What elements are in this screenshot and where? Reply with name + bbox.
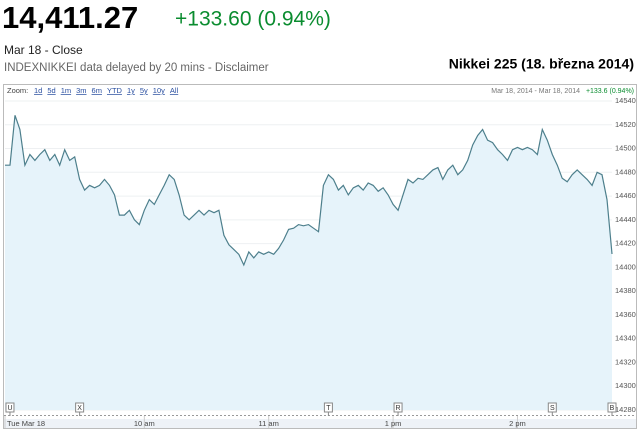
zoom-option[interactable]: 1y	[127, 86, 135, 95]
flag-box[interactable]	[607, 402, 617, 413]
flag-box[interactable]	[323, 402, 333, 413]
note: INDEXNIKKEI data delayed by 20 mins - Di…	[4, 62, 269, 74]
x-tick-label: Tue Mar 18	[7, 419, 45, 428]
x-tick-label: 11 am	[259, 419, 279, 428]
zoom-option[interactable]: 5d	[47, 86, 55, 95]
y-tick-label: 14300	[615, 381, 636, 390]
x-tick-label: 10 am	[134, 419, 155, 428]
y-tick-label: 14360	[615, 310, 636, 319]
flag-label: S	[550, 405, 555, 412]
y-tick-label: 14340	[615, 334, 636, 343]
x-tick-label: 2 pm	[509, 419, 526, 428]
zoom-option[interactable]: YTD	[107, 86, 123, 95]
y-tick-label: 14280	[615, 405, 636, 414]
area	[5, 115, 612, 411]
chart-title: Nikkei 225 (18. března 2014)	[449, 56, 634, 72]
flag-label: X	[77, 405, 82, 412]
flag-box[interactable]	[547, 402, 557, 413]
range-change: +133.6 (0.94%)	[586, 88, 634, 95]
y-tick-label: 14500	[615, 144, 636, 153]
range: Mar 18, 2014 - Mar 18, 2014	[491, 88, 580, 95]
zoom-option[interactable]: 1m	[61, 86, 71, 95]
line	[5, 115, 613, 267]
flag-box[interactable]	[75, 402, 85, 413]
zoom-label: Zoom:	[7, 86, 28, 95]
y-tick-label: 14320	[615, 357, 636, 366]
zoom-option[interactable]: 10y	[153, 86, 165, 95]
x-tick-label: 1 pm	[385, 419, 402, 428]
zoom-option[interactable]: 3m	[76, 86, 86, 95]
y-tick-label: 14400	[615, 262, 636, 271]
flag-label: B	[610, 405, 615, 412]
zoom-option[interactable]: 1d	[34, 86, 42, 95]
y-tick-label: 14440	[615, 215, 636, 224]
chart-frame	[3, 84, 637, 429]
y-tick-label: 14540	[615, 96, 636, 105]
flag-label: U	[7, 405, 12, 412]
zoom-option[interactable]: All	[170, 86, 179, 95]
date: Mar 18 - Close	[4, 43, 83, 57]
y-tick-label: 14460	[615, 191, 636, 200]
zoom-option[interactable]: 5y	[140, 86, 148, 95]
y-tick-label: 14380	[615, 286, 636, 295]
y-tick-label: 14480	[615, 167, 636, 176]
flag-box[interactable]	[393, 402, 403, 413]
flag-label: T	[326, 405, 331, 412]
zoom-option[interactable]: 6m	[92, 86, 102, 95]
change: +133.60 (0.94%)	[175, 8, 331, 31]
flag-label: R	[396, 405, 401, 412]
axis-band	[4, 419, 636, 428]
price: 14,411.27	[2, 0, 138, 35]
y-tick-label: 14520	[615, 120, 636, 129]
y-tick-label: 14420	[615, 239, 636, 248]
flag-box[interactable]	[5, 402, 15, 413]
